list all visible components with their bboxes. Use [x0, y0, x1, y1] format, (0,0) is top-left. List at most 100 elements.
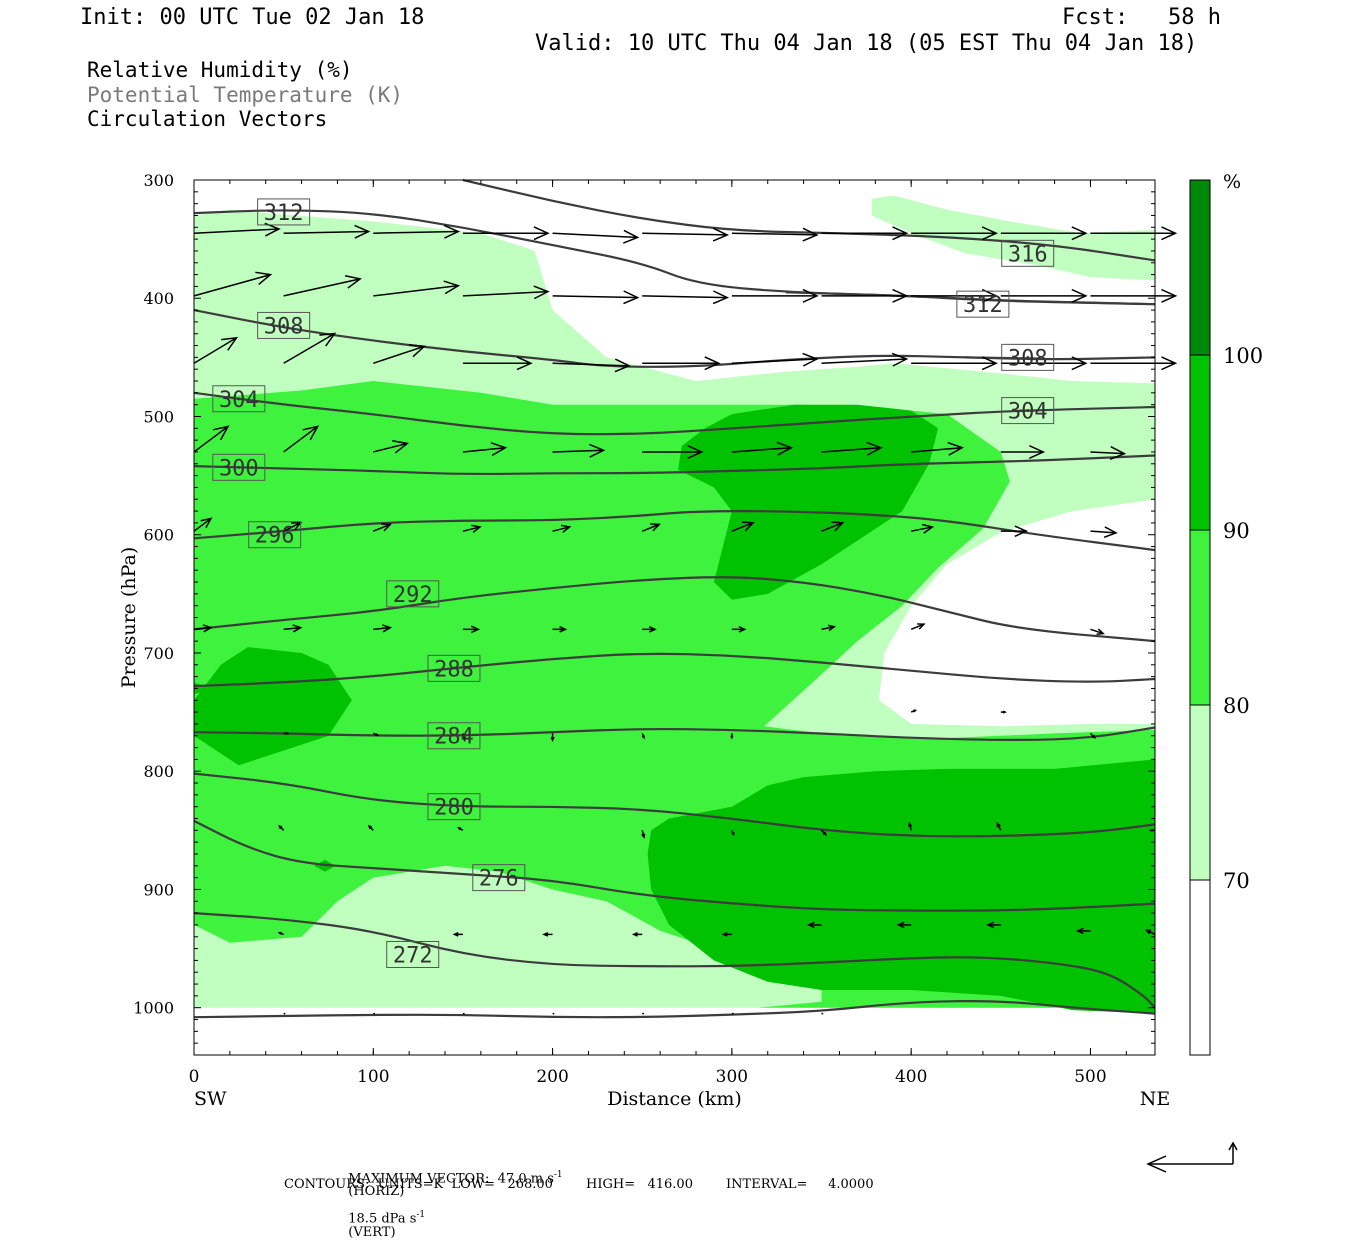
wind-vector: [1144, 929, 1156, 936]
wind-vector: [1000, 525, 1029, 538]
theta-contour-272-14: [193, 912, 1156, 1009]
vector-head: [560, 524, 572, 533]
theta-contour-296-8: [193, 509, 1156, 552]
wind-vector: [373, 624, 393, 633]
wind-vector: [731, 288, 819, 303]
vector-shaft: [642, 295, 728, 299]
contour-label-288: 288: [434, 657, 474, 682]
wind-vector: [911, 523, 935, 534]
contour-label-308: 308: [264, 314, 304, 339]
vector-head: [986, 921, 995, 929]
vector-head: [457, 826, 462, 831]
x-tick-label: 500: [1074, 1067, 1106, 1087]
rh-region-90-6: [647, 759, 1155, 1014]
vector-head: [302, 425, 320, 441]
footer-horiz-value: MAXIMUM VECTOR: 47.0 m s: [348, 1171, 554, 1187]
wind-vector: [283, 425, 320, 453]
vector-head: [1161, 226, 1178, 241]
vector-shaft: [373, 230, 459, 234]
vector-head: [1144, 929, 1152, 935]
wind-vector: [542, 931, 553, 937]
vector-head: [917, 623, 926, 630]
wind-vector: [552, 626, 568, 633]
vector-shaft: [731, 446, 792, 453]
vector-head: [896, 921, 905, 929]
vector-head: [738, 626, 747, 633]
theta-contour-276-13: [193, 819, 1156, 912]
vector-shaft: [283, 230, 369, 234]
vector-head: [589, 443, 606, 458]
vector-head: [947, 441, 964, 456]
vector-head: [822, 831, 828, 836]
wind-vector: [731, 626, 747, 633]
vector-head: [1075, 927, 1084, 935]
legend-rh: Relative Humidity (%): [87, 58, 353, 82]
wind-vector: [462, 356, 533, 371]
vector-head: [285, 731, 290, 735]
vector-shaft: [373, 345, 425, 364]
wind-vector: [1090, 356, 1178, 371]
relative-humidity-fill: [194, 195, 1155, 1014]
vector-head: [721, 931, 728, 937]
wind-vector: [806, 921, 822, 929]
vector-shaft: [552, 449, 604, 453]
vector-head: [443, 280, 461, 295]
vector-head: [981, 226, 998, 241]
rh-region-90-3: [678, 404, 939, 600]
vector-head: [255, 271, 273, 286]
wind-vector: [731, 352, 819, 367]
theta-contour-284-11: [193, 726, 1156, 741]
colorbar-segment: [1190, 530, 1210, 705]
vector-head: [1071, 288, 1088, 303]
valid-time: Valid: 10 UTC Thu 04 Jan 18 (05 EST Thu …: [535, 31, 1198, 56]
vector-shaft: [641, 523, 660, 532]
vector-head: [687, 444, 704, 459]
vector-head: [490, 442, 508, 457]
colorbar-label: 100: [1223, 344, 1263, 368]
vector-shaft: [1090, 530, 1117, 534]
vector-head: [202, 624, 213, 633]
wind-vector: [631, 931, 643, 937]
vector-head: [1002, 710, 1007, 714]
y-tick-label: 500: [143, 407, 174, 426]
vector-shaft: [373, 442, 408, 453]
y-axis-label: Pressure (hPa): [118, 547, 140, 689]
wind-vector: [283, 731, 290, 735]
wind-vector: [821, 521, 845, 532]
vector-head: [319, 332, 337, 347]
vector-head: [344, 275, 362, 289]
vector-head: [1091, 734, 1096, 739]
theta-contour-308-4: [964, 356, 1037, 360]
vector-shaft: [642, 232, 728, 236]
vector-shaft: [911, 526, 933, 532]
wind-vector: [462, 625, 481, 634]
vector-shaft: [462, 446, 506, 453]
vector-head: [471, 625, 481, 634]
vector-shaft: [283, 425, 319, 453]
y-tick-label: 300: [143, 171, 174, 190]
contour-label-box: [427, 654, 481, 682]
vector-shaft: [193, 517, 212, 532]
vector-head: [367, 824, 373, 830]
vector-head: [1148, 828, 1153, 832]
vector-head: [806, 921, 815, 929]
wind-vector: [731, 830, 735, 837]
wind-vector: [821, 288, 909, 303]
wind-vector: [550, 733, 555, 743]
wind-vector: [552, 290, 640, 305]
vector-head: [533, 226, 550, 241]
wind-vector: [277, 931, 284, 936]
vector-head: [614, 358, 631, 373]
contour-label-box: [386, 580, 440, 608]
wind-vector: [1090, 526, 1118, 538]
contour-label-308: 308: [1008, 346, 1048, 371]
wind-vector: [910, 709, 918, 713]
vector-shaft: [283, 332, 336, 364]
vector-head: [471, 524, 482, 533]
vector-shaft: [1090, 451, 1125, 455]
vector-head: [212, 425, 230, 441]
vector-head: [802, 352, 819, 367]
footer-horiz-label: (HORIZ): [348, 1184, 405, 1200]
footer-max-vector: MAXIMUM VECTOR: 47.0 m s-1 (HORIZ) 18.5 …: [340, 1158, 562, 1239]
vector-head: [1071, 226, 1088, 241]
